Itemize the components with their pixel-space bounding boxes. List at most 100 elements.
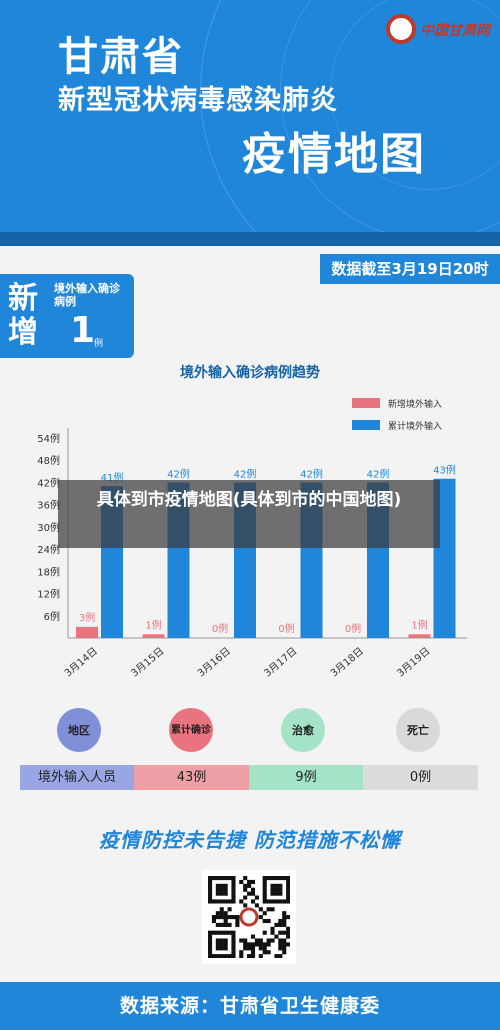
qr-module [215, 876, 220, 881]
qr-module [231, 950, 236, 955]
qr-module [231, 879, 236, 885]
qr-module [282, 942, 287, 947]
bar-new [142, 634, 165, 638]
qr-module [278, 876, 283, 881]
qr-module [262, 899, 267, 904]
y-tick-label: 6例 [44, 610, 60, 623]
qr-module [270, 883, 275, 888]
qr-module [231, 946, 236, 951]
qr-module [215, 887, 220, 892]
qr-module [254, 895, 259, 900]
qr-module [282, 938, 287, 943]
qr-module [250, 887, 256, 892]
qr-module [258, 907, 263, 912]
qr-module [219, 922, 224, 927]
qr-module [286, 934, 290, 939]
qr-module [208, 938, 213, 943]
qr-module [266, 950, 271, 955]
qr-module [282, 915, 287, 920]
qr-module [247, 883, 252, 888]
legend-swatch-cumulative [352, 420, 380, 430]
circle-region: 地区 [57, 708, 101, 752]
legend-item-cumulative: 累计境外输入 [352, 414, 442, 436]
qr-module [250, 942, 256, 947]
qr-module [286, 895, 290, 900]
qr-module [266, 938, 271, 943]
qr-module [278, 922, 283, 927]
qr-module [223, 899, 228, 904]
stats-cell-region: 境外输入人员 [20, 765, 134, 790]
circle-deaths: 死亡 [396, 708, 440, 752]
qr-module [250, 934, 256, 939]
qr-module [270, 938, 275, 943]
qr-module [231, 895, 236, 900]
qr-module [282, 950, 287, 955]
qr-module [223, 954, 228, 958]
qr-module [266, 899, 271, 904]
y-tick-label: 12例 [37, 588, 60, 601]
legend-item-new: 新增境外输入 [352, 392, 442, 414]
new-cases-value: 1 [70, 310, 96, 351]
qr-module [247, 879, 252, 885]
qr-module [262, 942, 267, 947]
qr-module [262, 879, 267, 885]
qr-module [208, 883, 213, 888]
qr-module [286, 883, 290, 888]
qr-module [286, 942, 290, 947]
qr-module [266, 876, 271, 881]
site-logo[interactable]: 中国甘肃网 [386, 12, 490, 48]
y-tick-label: 30例 [37, 521, 60, 534]
qr-module [227, 922, 232, 927]
new-cases-big-label: 新增 [8, 281, 38, 350]
qr-code[interactable] [202, 870, 296, 964]
qr-module [231, 942, 236, 947]
qr-module [270, 926, 275, 931]
qr-module [270, 876, 275, 881]
y-tick-label: 54例 [37, 432, 60, 445]
qr-module [243, 938, 248, 943]
new-cases-label: 境外输入确诊病例 [54, 282, 120, 308]
qr-module [262, 887, 267, 892]
qr-module [243, 883, 248, 888]
qr-module [219, 891, 224, 896]
qr-module [262, 930, 267, 935]
qr-module [258, 942, 263, 947]
qr-module [286, 930, 290, 935]
qr-module [278, 918, 283, 924]
qr-module [278, 899, 283, 904]
circle-confirmed-label: 累计确诊 [171, 724, 211, 736]
qr-module [208, 934, 213, 939]
qr-module [231, 934, 236, 939]
qr-module [215, 946, 220, 951]
qr-module [247, 891, 252, 896]
qr-module [215, 911, 220, 916]
qr-module [235, 922, 240, 927]
qr-module [211, 918, 217, 924]
qr-module [274, 876, 279, 881]
qr-module [223, 938, 228, 943]
qr-module [231, 915, 236, 920]
qr-module [223, 930, 228, 935]
qr-module [250, 899, 256, 904]
qr-center-logo-icon [239, 907, 259, 927]
qr-module [258, 954, 263, 958]
x-tick-label: 3月16日 [195, 645, 233, 679]
qr-module [219, 938, 224, 943]
qr-module [208, 930, 213, 935]
qr-module [262, 895, 267, 900]
qr-module [282, 899, 287, 904]
x-tick-label: 3月19日 [395, 645, 433, 679]
logo-text: 中国甘肃网 [420, 23, 490, 39]
qr-module [243, 895, 248, 900]
data-label-cumulative: 42例 [167, 467, 190, 480]
logo-mark-icon [386, 14, 416, 44]
qr-module [231, 876, 236, 881]
qr-module [208, 895, 213, 900]
qr-module [286, 915, 290, 920]
data-date-tag: 数据截至3月19日20时 [320, 254, 500, 284]
image-caption-overlay: 具体到市疫情地图(具体到市的中国地图) [58, 480, 440, 548]
qr-module [223, 946, 228, 951]
qr-module [215, 891, 220, 896]
qr-module [223, 883, 228, 888]
qr-module [262, 891, 267, 896]
